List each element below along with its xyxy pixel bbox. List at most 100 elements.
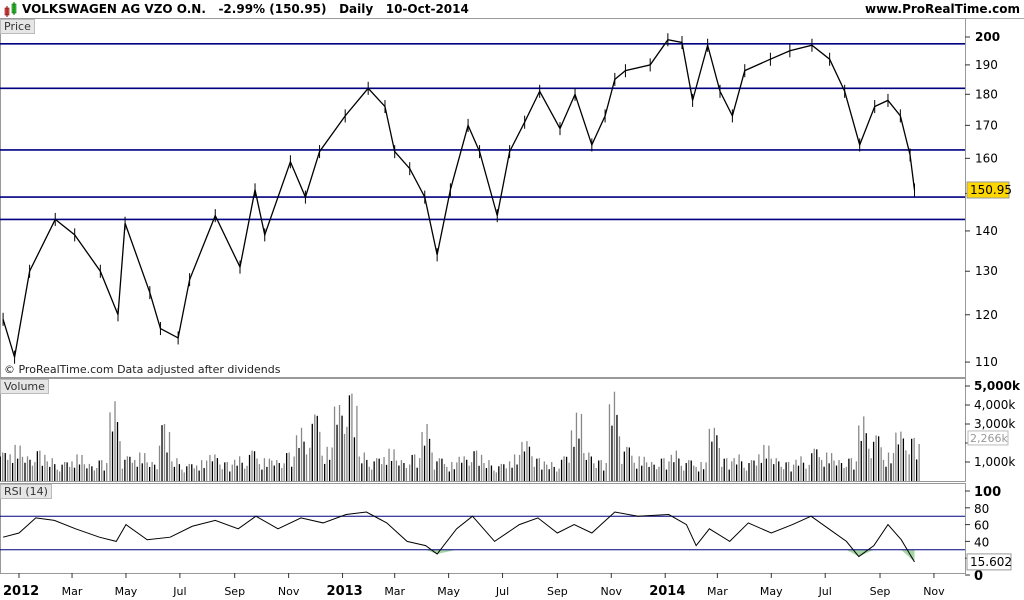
volume-bar (419, 458, 421, 481)
panel-border-1 (0, 378, 966, 482)
site-link[interactable]: www.ProRealTime.com (865, 2, 1020, 16)
volume-bar (498, 466, 500, 481)
volume-bar (91, 466, 93, 481)
volume-bar (219, 464, 221, 481)
volume-bar (763, 444, 765, 481)
volume-bar (518, 454, 521, 481)
volume-bar (611, 425, 613, 481)
volume-bar (9, 454, 11, 481)
volume-bar (221, 469, 223, 481)
volume-bar (153, 464, 156, 481)
volume-bar (398, 465, 400, 481)
volume-bar (73, 467, 76, 481)
volume-bar (103, 470, 105, 481)
volume-bar (475, 450, 478, 481)
volume-bar (195, 465, 198, 481)
rsi-series (2, 511, 915, 563)
volume-bar (755, 465, 758, 481)
rsi-tick-label: 0 (974, 569, 983, 584)
volume-bar (536, 458, 538, 481)
volume-bar (309, 447, 311, 481)
volume-bar (546, 464, 548, 481)
volume-bar (54, 464, 56, 481)
rsi-tick-label: 60 (974, 519, 989, 533)
volume-bar (71, 461, 73, 481)
volume-bar (46, 461, 48, 481)
rsi-panel-label: RSI (14) (0, 484, 52, 499)
volume-bar (246, 465, 248, 481)
volume-bar (516, 464, 518, 481)
volume-bar (316, 415, 318, 481)
volume-bar (695, 466, 697, 481)
volume-bar (490, 465, 493, 481)
volume-bar (273, 465, 275, 481)
volume-bar (373, 461, 375, 481)
last-rsi-label: 15.602 (970, 555, 1012, 569)
last-price-label: 150.95 (970, 183, 1012, 197)
volume-bar (114, 401, 116, 481)
volume-bar (726, 458, 728, 481)
volume-bar (745, 470, 748, 481)
chart-date: 10-Oct-2014 (385, 2, 469, 16)
last-volume-badge (967, 430, 1009, 446)
volume-bar (877, 436, 880, 481)
volume-bar (918, 443, 920, 481)
volume-bar (760, 462, 763, 481)
volume-bar (146, 462, 148, 481)
volume-bar (770, 458, 772, 481)
volume-bar (910, 438, 913, 481)
volume-bar (680, 465, 682, 481)
volume-bar (226, 462, 228, 481)
price-tick-label: 170 (975, 118, 998, 132)
volume-bar (34, 462, 36, 481)
date-tick-label: May (115, 585, 138, 598)
volume-bar (872, 441, 875, 481)
volume-bar (161, 425, 163, 481)
price-panel-label: Price (0, 19, 35, 34)
panel-border-2 (0, 483, 966, 574)
volume-bar (200, 460, 203, 481)
volume-bar (353, 437, 356, 481)
period: Daily (339, 2, 374, 16)
volume-bar (21, 456, 24, 481)
volume-bar (598, 460, 600, 481)
volume-bar (31, 465, 34, 481)
volume-bar (673, 462, 675, 481)
volume-bar (600, 460, 602, 481)
volume-bar (882, 459, 885, 481)
price-tick-label: 140 (975, 224, 998, 238)
volume-bar (858, 425, 860, 481)
volume-bar (583, 453, 585, 481)
volume-bar (234, 459, 236, 481)
volume-bar (820, 459, 823, 481)
volume-bar (575, 412, 578, 481)
date-tick-label: May (760, 585, 783, 598)
volume-bar (480, 454, 483, 481)
volume-bar (88, 463, 91, 481)
volume-bar (853, 469, 855, 481)
date-tick-label: Nov (601, 585, 623, 598)
volume-bar (400, 460, 403, 481)
volume-bar (173, 466, 176, 481)
volume-bar (390, 460, 393, 481)
volume-bar (650, 462, 653, 481)
volume-bar (792, 464, 795, 481)
volume-bar (608, 404, 611, 481)
data-credit: © ProRealTime.com Data adjusted after di… (4, 363, 281, 376)
volume-bar (503, 464, 505, 481)
volume-bar (623, 451, 625, 481)
volume-bar (805, 468, 807, 481)
volume-bar (693, 465, 695, 481)
volume-bar (2, 452, 4, 481)
volume-bar (780, 466, 782, 481)
volume-tick-label: 1,000k (974, 455, 1015, 469)
price-change: -2.99% (150.95) (218, 2, 327, 16)
price-tick-label: 160 (975, 151, 998, 165)
volume-bar (216, 458, 219, 481)
volume-bar (797, 465, 800, 481)
volume-bar (78, 464, 81, 481)
volume-bar (613, 391, 616, 481)
volume-bar (178, 464, 181, 481)
volume-bar (833, 460, 835, 481)
